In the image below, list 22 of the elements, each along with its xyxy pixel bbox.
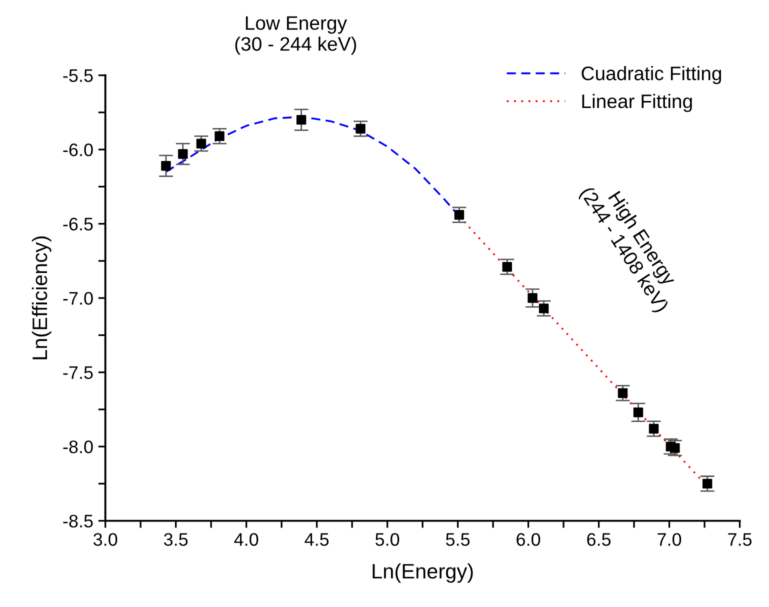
y-axis-title: Ln(Efficiency) bbox=[32, 236, 52, 360]
y-tick-label: -6.5 bbox=[63, 218, 93, 230]
x-tick-label: 4.5 bbox=[304, 533, 329, 546]
y-tick-label: -5.5 bbox=[63, 69, 93, 82]
x-tick-label: 7.5 bbox=[728, 533, 752, 546]
x-tick-label: 7.0 bbox=[658, 533, 682, 546]
y-tick-label: -8.5 bbox=[63, 514, 93, 528]
x-tick-label: 5.5 bbox=[446, 533, 470, 546]
x-tick-label: 6.0 bbox=[516, 533, 540, 546]
legend-label: Cuadratic Fitting bbox=[582, 66, 722, 84]
x-tick-label: 5.0 bbox=[375, 533, 400, 546]
legend-label: Linear Fitting bbox=[582, 94, 692, 112]
y-tick-label: -8.0 bbox=[63, 440, 93, 454]
text: Low Energy (30 - 244 keV) bbox=[235, 16, 356, 55]
x-tick-label: 6.5 bbox=[587, 533, 611, 546]
x-axis-title: Ln(Energy) bbox=[372, 563, 473, 583]
x-tick-label: 4.0 bbox=[234, 533, 258, 546]
x-tick-label: 3.5 bbox=[164, 533, 188, 546]
y-tick-label: -6.0 bbox=[63, 143, 93, 156]
x-tick-label: 3.0 bbox=[93, 533, 118, 546]
y-tick-label: -7.5 bbox=[63, 366, 93, 380]
y-tick-label: -7.0 bbox=[63, 292, 93, 305]
